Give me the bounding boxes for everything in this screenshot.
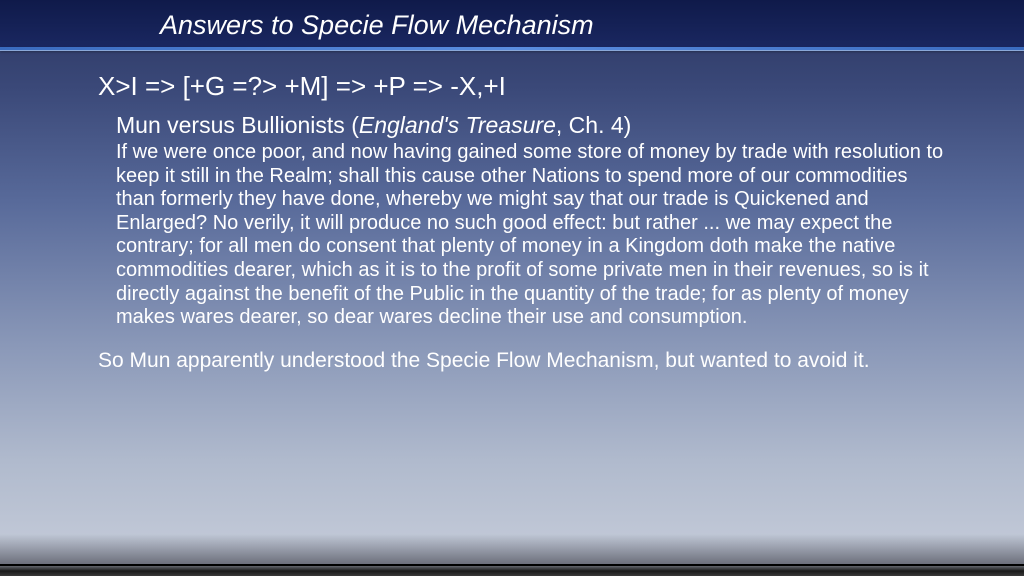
subheading: Mun versus Bullionists (England's Treasu…	[116, 112, 984, 139]
bottom-bar	[0, 564, 1024, 576]
quote-body: If we were once poor, and now having gai…	[116, 141, 984, 330]
subhead-suffix: , Ch. 4)	[556, 112, 631, 138]
slide-title: Answers to Specie Flow Mechanism	[160, 10, 1024, 41]
slide: Answers to Specie Flow Mechanism X>I => …	[0, 0, 1024, 576]
subhead-italic: England's Treasure	[359, 112, 556, 138]
subhead-prefix: Mun versus Bullionists (	[116, 112, 359, 138]
formula-line: X>I => [+G =?> +M] => +P => -X,+I	[98, 71, 984, 102]
content-area: X>I => [+G =?> +M] => +P => -X,+I Mun ve…	[0, 51, 1024, 373]
bottom-shadow	[0, 534, 1024, 564]
title-bar: Answers to Specie Flow Mechanism	[0, 0, 1024, 47]
conclusion-line: So Mun apparently understood the Specie …	[98, 348, 984, 373]
